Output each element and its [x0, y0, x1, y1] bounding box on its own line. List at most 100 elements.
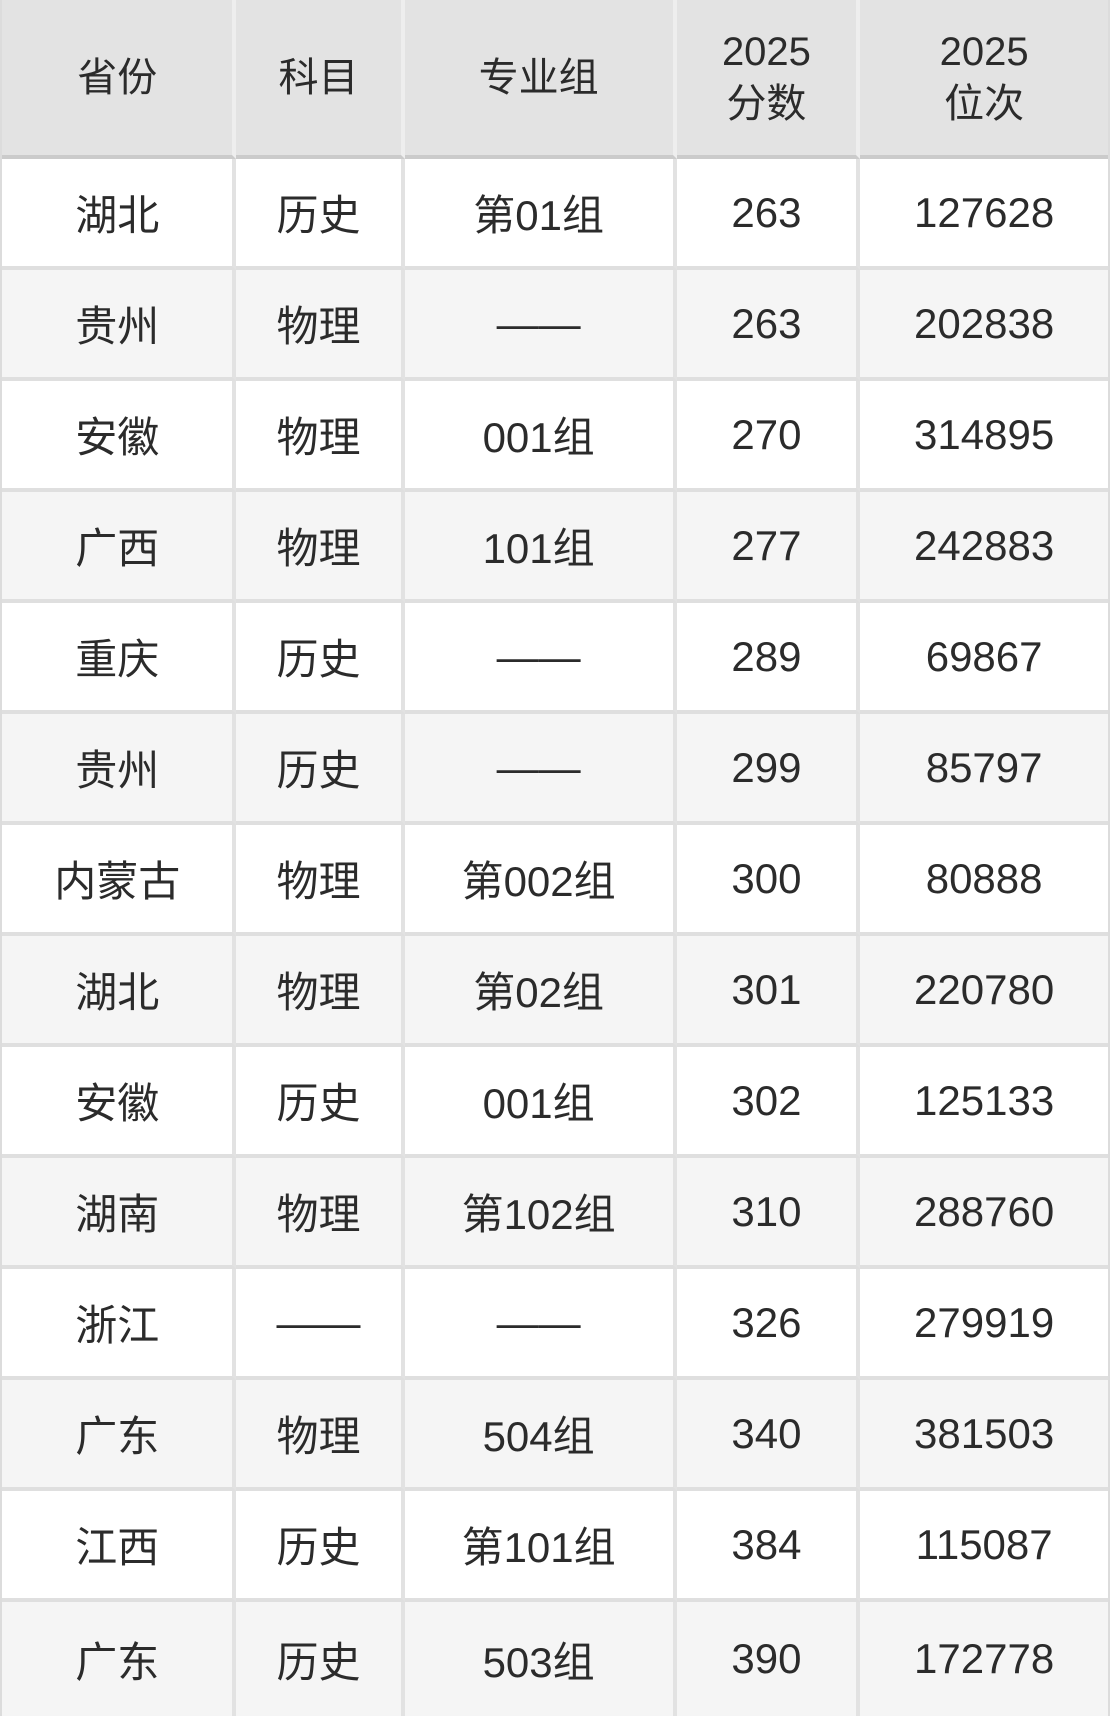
cell-rank: 127628 — [860, 159, 1108, 270]
cell-province: 广东 — [2, 1602, 237, 1716]
cell-subject: 历史 — [236, 603, 405, 714]
cell-province: 内蒙古 — [2, 825, 237, 936]
table-row: 广东 历史 503组 390 172778 — [2, 1602, 1108, 1716]
cell-score: 263 — [676, 159, 861, 270]
cell-subject: 物理 — [236, 492, 405, 603]
table-row: 广西 物理 101组 277 242883 — [2, 492, 1108, 603]
table-row: 湖北 历史 第01组 263 127628 — [2, 159, 1108, 270]
table-row: 湖南 物理 第102组 310 288760 — [2, 1158, 1108, 1269]
cell-subject: 物理 — [236, 381, 405, 492]
cell-major-group: 001组 — [404, 1047, 677, 1158]
cell-province: 湖南 — [2, 1158, 237, 1269]
cell-rank: 125133 — [860, 1047, 1108, 1158]
cell-subject: 历史 — [236, 1491, 405, 1602]
cell-score: 326 — [676, 1269, 861, 1380]
header-label: 位次 — [944, 81, 1025, 126]
cell-major-group: 503组 — [404, 1602, 677, 1716]
table-row: 广东 物理 504组 340 381503 — [2, 1380, 1108, 1491]
cell-major-group: —— — [404, 603, 677, 714]
cell-subject: 历史 — [236, 1602, 405, 1716]
cell-rank: 85797 — [860, 714, 1108, 825]
cell-province: 广西 — [2, 492, 237, 603]
cell-subject: 物理 — [236, 825, 405, 936]
cell-rank: 279919 — [860, 1269, 1108, 1380]
cell-score: 263 — [676, 270, 861, 381]
cell-province: 重庆 — [2, 603, 237, 714]
cell-major-group: —— — [404, 270, 677, 381]
cell-province: 湖北 — [2, 936, 237, 1047]
cell-score: 289 — [676, 603, 861, 714]
cell-province: 安徽 — [2, 381, 237, 492]
column-header-subject: 科目 — [236, 0, 405, 159]
table-row: 安徽 历史 001组 302 125133 — [2, 1047, 1108, 1158]
cell-score: 302 — [676, 1047, 861, 1158]
table-row: 安徽 物理 001组 270 314895 — [2, 381, 1108, 492]
table-row: 内蒙古 物理 第002组 300 80888 — [2, 825, 1108, 936]
table-header: 省份 科目 专业组 2025 分数 2025 位次 — [2, 0, 1108, 159]
cell-major-group: —— — [404, 1269, 677, 1380]
table-row: 重庆 历史 —— 289 69867 — [2, 603, 1108, 714]
column-header-province: 省份 — [2, 0, 237, 159]
cell-rank: 288760 — [860, 1158, 1108, 1269]
cell-major-group: 101组 — [404, 492, 677, 603]
cell-subject: 历史 — [236, 159, 405, 270]
cell-major-group: 第002组 — [404, 825, 677, 936]
cell-subject: —— — [236, 1269, 405, 1380]
cell-subject: 物理 — [236, 1380, 405, 1491]
cell-subject: 物理 — [236, 936, 405, 1047]
cell-rank: 381503 — [860, 1380, 1108, 1491]
cell-major-group: 504组 — [404, 1380, 677, 1491]
cell-province: 广东 — [2, 1380, 237, 1491]
cell-score: 270 — [676, 381, 861, 492]
cell-subject: 历史 — [236, 1047, 405, 1158]
cell-rank: 220780 — [860, 936, 1108, 1047]
cell-major-group: 第02组 — [404, 936, 677, 1047]
cell-rank: 202838 — [860, 270, 1108, 381]
cell-score: 310 — [676, 1158, 861, 1269]
table-row: 贵州 物理 —— 263 202838 — [2, 270, 1108, 381]
cell-score: 340 — [676, 1380, 861, 1491]
header-label: 分数 — [726, 81, 807, 126]
cell-score: 390 — [676, 1602, 861, 1716]
column-header-2025-rank: 2025 位次 — [860, 0, 1108, 159]
header-label: 2025 — [721, 29, 811, 74]
table-row: 浙江 —— —— 326 279919 — [2, 1269, 1108, 1380]
header-row: 省份 科目 专业组 2025 分数 2025 位次 — [2, 0, 1108, 159]
cell-rank: 172778 — [860, 1602, 1108, 1716]
cell-score: 384 — [676, 1491, 861, 1602]
column-header-2025-score: 2025 分数 — [676, 0, 861, 159]
cell-province: 贵州 — [2, 270, 237, 381]
cell-subject: 历史 — [236, 714, 405, 825]
cell-subject: 物理 — [236, 1158, 405, 1269]
cell-major-group: —— — [404, 714, 677, 825]
table-body: 湖北 历史 第01组 263 127628 贵州 物理 —— 263 20283… — [2, 159, 1108, 1716]
cell-major-group: 第102组 — [404, 1158, 677, 1269]
cell-province: 安徽 — [2, 1047, 237, 1158]
cell-major-group: 第01组 — [404, 159, 677, 270]
cell-province: 贵州 — [2, 714, 237, 825]
cell-rank: 80888 — [860, 825, 1108, 936]
header-label: 科目 — [278, 55, 359, 100]
table-row: 贵州 历史 —— 299 85797 — [2, 714, 1108, 825]
cell-major-group: 001组 — [404, 381, 677, 492]
cell-province: 湖北 — [2, 159, 237, 270]
cell-score: 300 — [676, 825, 861, 936]
header-label: 省份 — [77, 55, 158, 100]
cell-province: 江西 — [2, 1491, 237, 1602]
cell-subject: 物理 — [236, 270, 405, 381]
cell-province: 浙江 — [2, 1269, 237, 1380]
cell-rank: 69867 — [860, 603, 1108, 714]
column-header-major-group: 专业组 — [404, 0, 677, 159]
table-row: 江西 历史 第101组 384 115087 — [2, 1491, 1108, 1602]
cell-score: 299 — [676, 714, 861, 825]
cell-rank: 314895 — [860, 381, 1108, 492]
cell-score: 277 — [676, 492, 861, 603]
header-label: 2025 — [939, 29, 1029, 74]
cell-rank: 242883 — [860, 492, 1108, 603]
header-label: 专业组 — [478, 55, 599, 100]
table-row: 湖北 物理 第02组 301 220780 — [2, 936, 1108, 1047]
cell-major-group: 第101组 — [404, 1491, 677, 1602]
cell-rank: 115087 — [860, 1491, 1108, 1602]
cell-score: 301 — [676, 936, 861, 1047]
